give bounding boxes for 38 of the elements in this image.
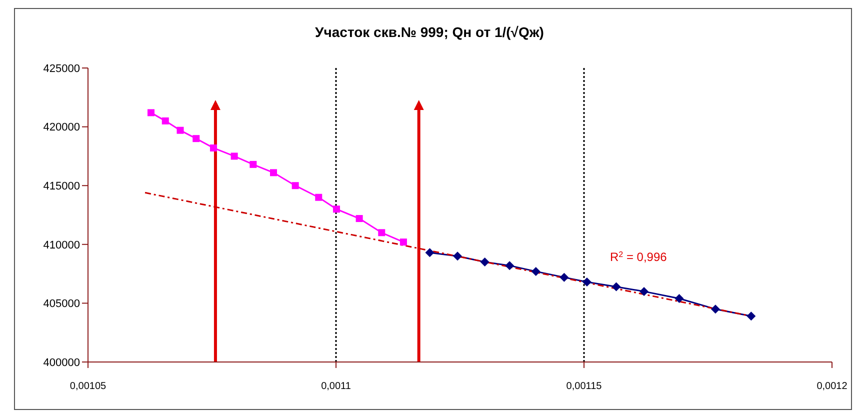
y-tick-label: 410000 bbox=[43, 239, 80, 252]
point bbox=[505, 261, 514, 270]
point bbox=[270, 169, 278, 176]
y-tick-label: 405000 bbox=[43, 298, 80, 310]
point bbox=[453, 252, 462, 261]
point bbox=[378, 229, 386, 236]
point bbox=[176, 126, 184, 134]
point bbox=[230, 152, 238, 160]
point bbox=[582, 278, 592, 287]
point bbox=[162, 117, 169, 124]
annotation: R$^{2}$ = 0,996 bbox=[610, 250, 668, 264]
x-tick-label: 0,0011 bbox=[321, 381, 352, 392]
point bbox=[710, 304, 720, 314]
y-tick-label: 425000 bbox=[43, 62, 80, 75]
point bbox=[147, 109, 154, 116]
point bbox=[674, 294, 684, 303]
point bbox=[400, 238, 407, 246]
point bbox=[292, 182, 299, 190]
x-tick-label: 0,0012 bbox=[816, 381, 848, 392]
point bbox=[746, 312, 756, 321]
y-tick-label: 400000 bbox=[43, 356, 80, 369]
point bbox=[640, 286, 649, 296]
point bbox=[315, 194, 322, 201]
chart-title: Участок скв.№ 999; Qн от 1/(√Qж) bbox=[314, 24, 545, 40]
x-tick-label: 0,00115 bbox=[566, 381, 602, 392]
point bbox=[480, 258, 490, 267]
point bbox=[332, 206, 340, 213]
point bbox=[612, 282, 621, 292]
point bbox=[192, 135, 200, 142]
point bbox=[250, 160, 257, 168]
point bbox=[560, 272, 569, 282]
point bbox=[356, 215, 363, 222]
point bbox=[425, 248, 434, 258]
point bbox=[531, 266, 540, 276]
y-tick-label: 420000 bbox=[43, 122, 80, 134]
point bbox=[210, 144, 217, 152]
y-tick-label: 415000 bbox=[43, 180, 80, 193]
x-tick-label: 0,00105 bbox=[70, 381, 107, 392]
